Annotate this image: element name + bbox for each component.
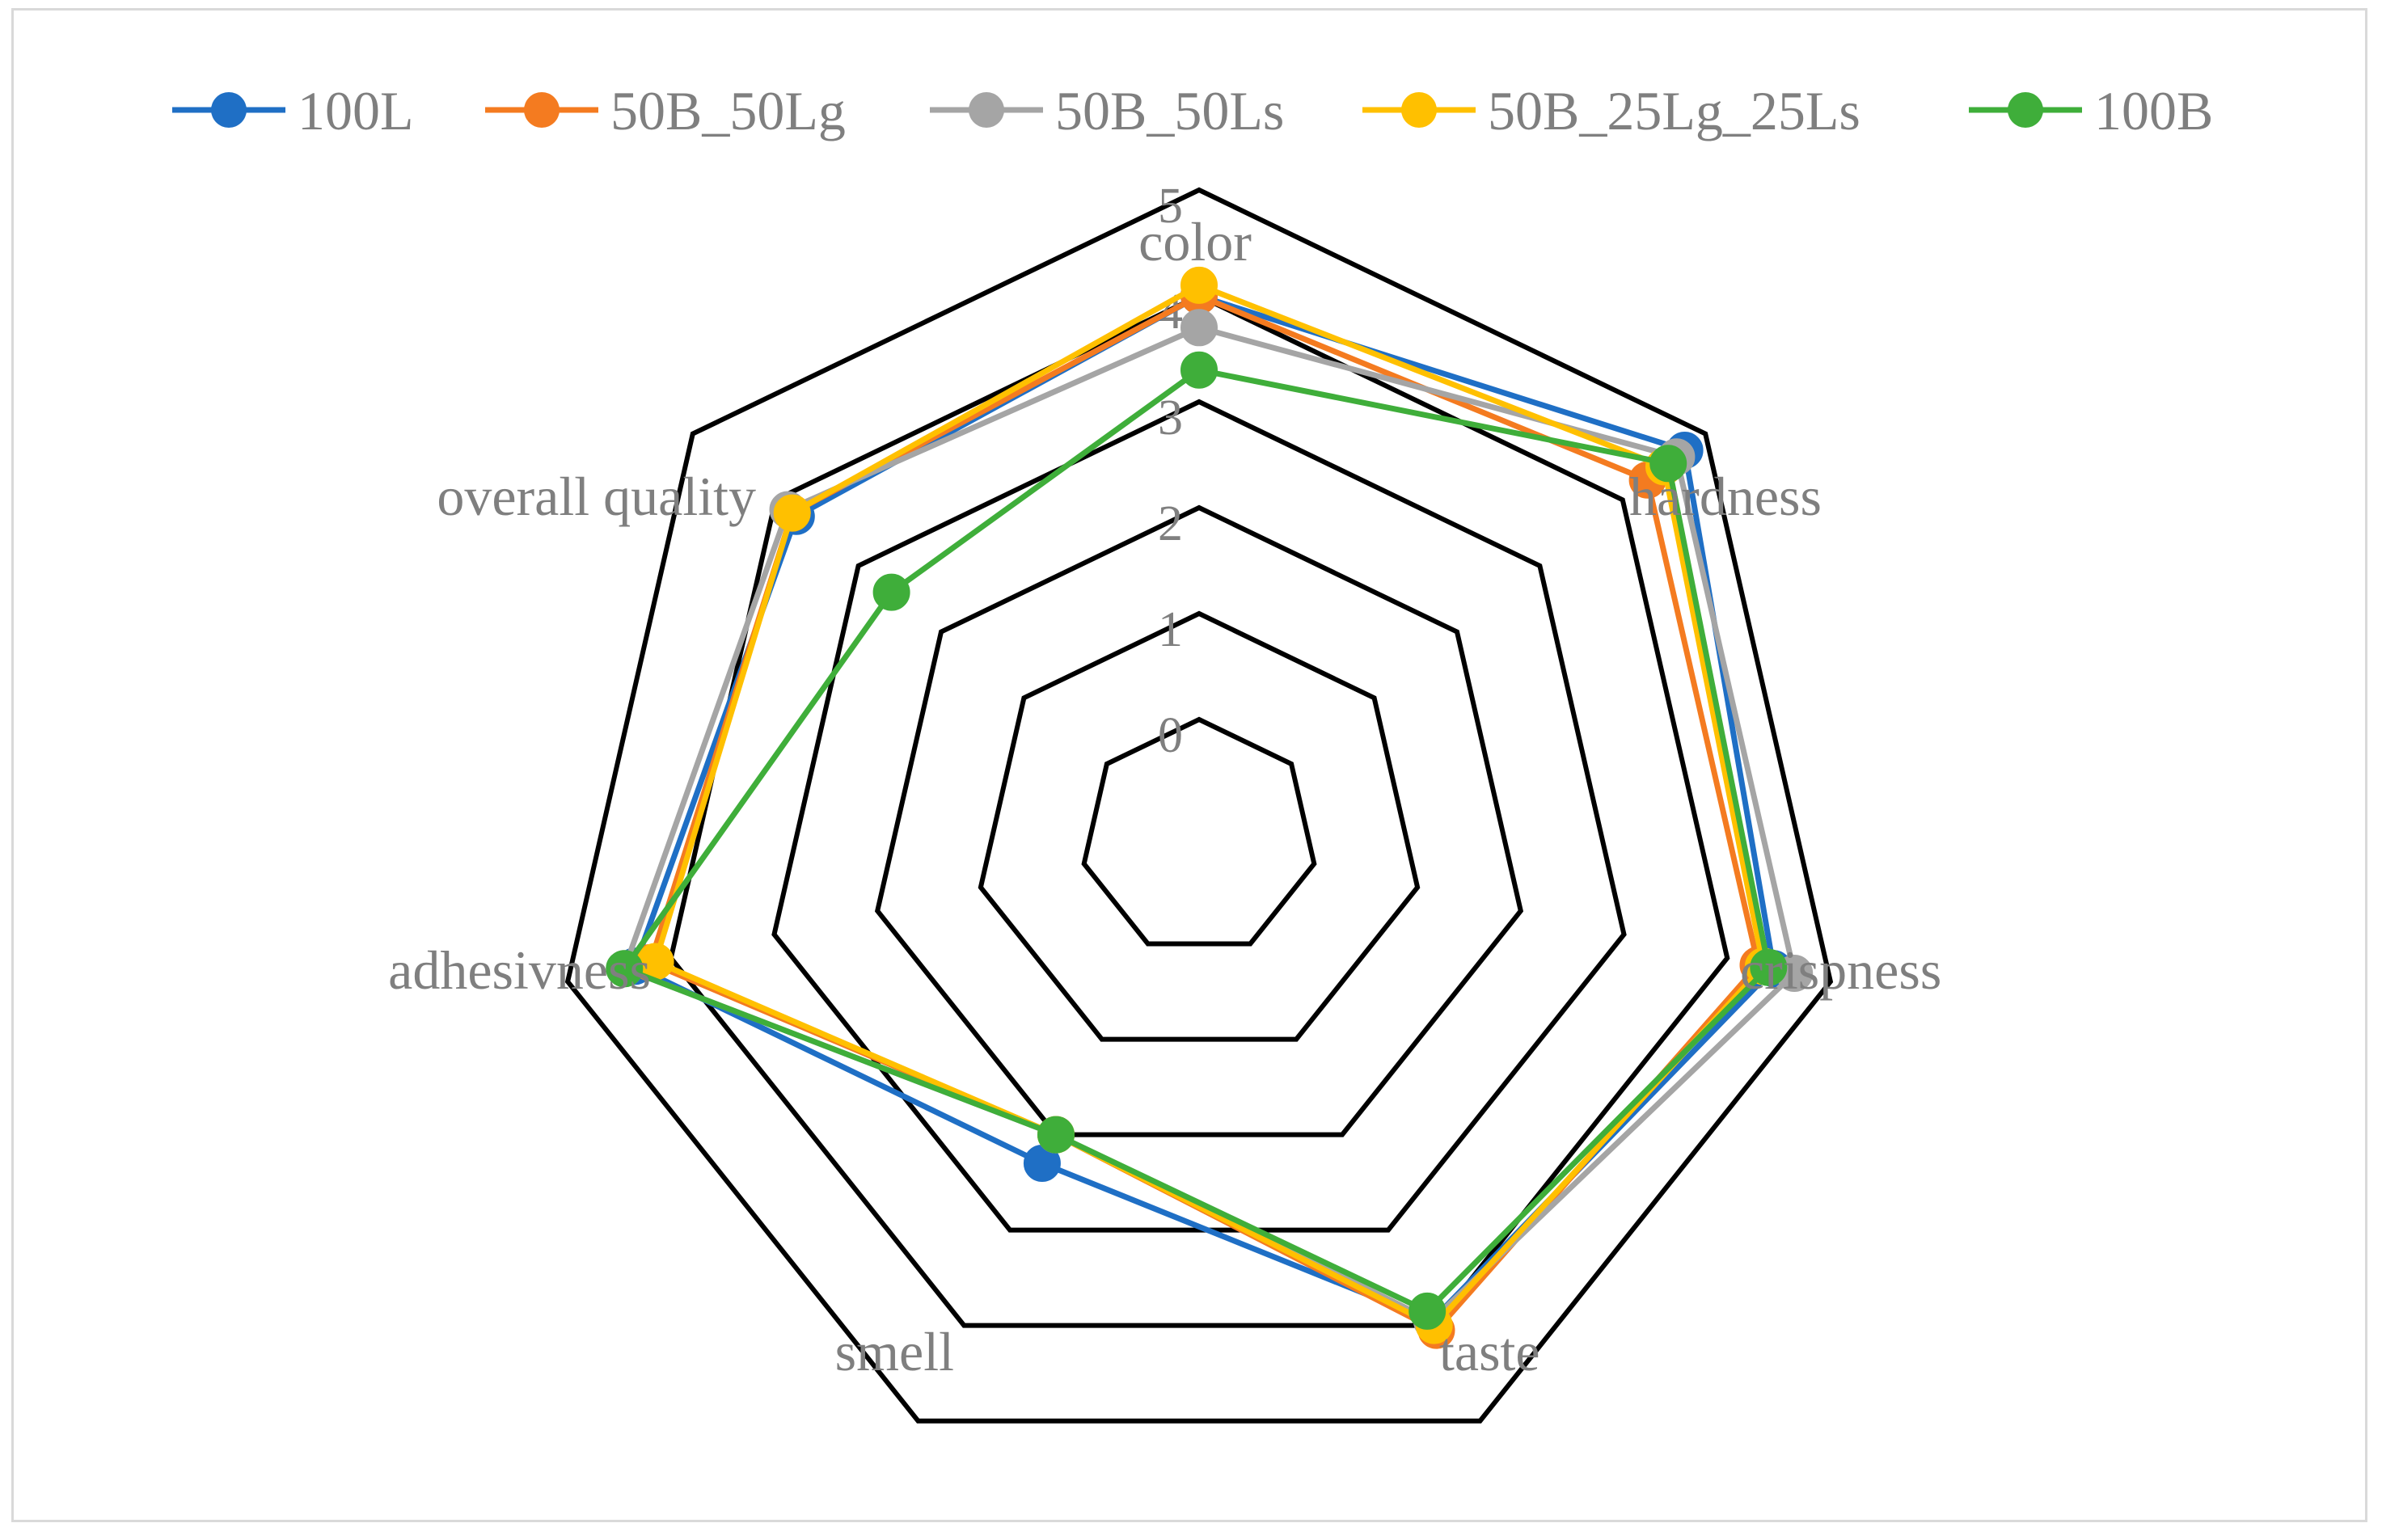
legend-marker-50B_50Lg xyxy=(524,92,560,128)
tick-label-5: 5 xyxy=(1158,179,1183,234)
grid-ring-4 xyxy=(668,293,1730,1328)
axis-label-hardness: hardness xyxy=(1629,466,1822,527)
legend-entry-100B: 100B xyxy=(1969,80,2213,141)
series-line-50B_25Lg_25Ls xyxy=(653,282,1767,1329)
tick-label-1: 1 xyxy=(1158,602,1183,657)
grid-ring-1 xyxy=(978,610,1421,1042)
series-line-100B xyxy=(621,367,1772,1314)
legend-marker-100L xyxy=(211,92,247,128)
chart-frame xyxy=(11,8,2367,1522)
data-point-50B_25Lg_25Ls-color xyxy=(1180,266,1218,304)
grid-ring-2 xyxy=(874,504,1524,1137)
legend-entry-50B_50Lg: 50B_50Lg xyxy=(485,80,846,141)
legend: 100L 50B_50Lg 50B_50Ls 50B_25Lg_25Ls 100B xyxy=(172,80,2213,141)
legend-label-50B_50Ls: 50B_50Ls xyxy=(1055,80,1284,141)
data-point-100B-overall-quality xyxy=(872,573,910,611)
series-group xyxy=(606,266,1814,1349)
data-point-100B-smell xyxy=(1037,1116,1075,1154)
data-point-100B-hardness xyxy=(1649,445,1687,483)
axis-label-smell: smell xyxy=(835,1321,954,1382)
legend-label-100L: 100L xyxy=(298,80,414,141)
legend-entry-50B_50Ls: 50B_50Ls xyxy=(930,80,1284,141)
legend-entry-50B_25Lg_25Ls: 50B_25Lg_25Ls xyxy=(1362,80,1860,141)
series-100B xyxy=(606,351,1788,1330)
data-point-100B-adhesivness xyxy=(606,950,644,988)
legend-marker-50B_50Ls xyxy=(969,92,1004,128)
grid-ring-0 xyxy=(1081,716,1317,947)
legend-entry-100L: 100L xyxy=(172,80,414,141)
data-point-100B-crispness xyxy=(1750,948,1788,986)
data-point-50B_25Lg_25Ls-overall-quality xyxy=(773,494,811,532)
legend-marker-50B_25Lg_25Ls xyxy=(1401,92,1437,128)
grid-ring-3 xyxy=(771,399,1627,1233)
legend-marker-100B xyxy=(2008,92,2043,128)
data-point-100B-taste xyxy=(1409,1292,1447,1330)
radar-grid xyxy=(564,187,1834,1424)
data-point-50B_50Ls-color xyxy=(1180,309,1218,347)
legend-label-100B: 100B xyxy=(2094,80,2213,141)
tick-label-2: 2 xyxy=(1158,496,1183,551)
legend-label-50B_50Lg: 50B_50Lg xyxy=(610,80,846,141)
legend-label-50B_25Lg_25Ls: 50B_25Lg_25Ls xyxy=(1488,80,1860,141)
axis-label-crispness: crispness xyxy=(1740,939,1941,1001)
series-100L xyxy=(616,277,1793,1340)
axis-label-taste: taste xyxy=(1439,1321,1540,1382)
grid-ring-5 xyxy=(564,187,1834,1424)
axis-labels: color hardness crispness taste smell adhesivn… xyxy=(388,211,1941,1382)
axis-label-overall-quality: overall quality xyxy=(437,466,756,527)
axis-label-color: color xyxy=(1138,211,1252,272)
series-50B_50Ls xyxy=(606,309,1814,1340)
data-point-100B-color xyxy=(1180,351,1218,389)
axis-label-adhesivness: adhesivness xyxy=(388,939,651,1001)
tick-label-0: 0 xyxy=(1158,708,1183,763)
